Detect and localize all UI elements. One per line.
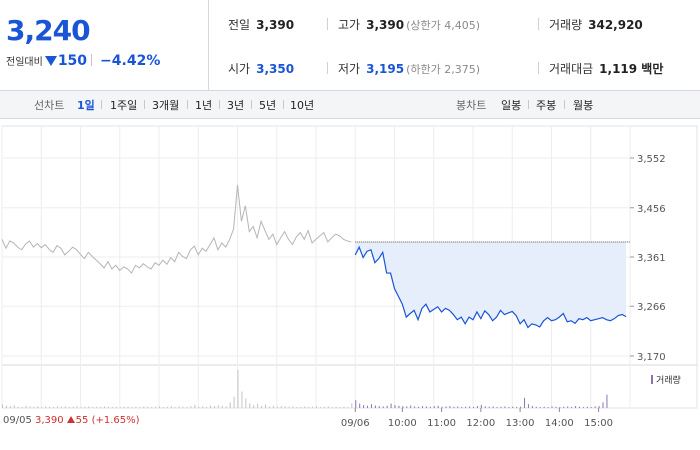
volume-label: 거래량 (549, 18, 583, 32)
x-tick-label: 10:00 (388, 418, 417, 429)
low-item: 저가 3,195 (하한가 2,375) (338, 60, 480, 77)
separator (564, 100, 565, 109)
y-tick-label: 3,456 (637, 204, 666, 215)
tab-10y[interactable]: 10년 (290, 99, 315, 112)
tab-monthly[interactable]: 월봉 (573, 99, 594, 112)
x-tick-label: 13:00 (506, 418, 535, 429)
volume-item: 거래량 342,920 (549, 16, 643, 33)
change-value: 150 (57, 53, 88, 69)
today-series-line (354, 245, 627, 329)
current-price-panel: 3,240 전일대비 150 −4.42% (0, 0, 209, 90)
tab-1d[interactable]: 1일 (77, 99, 95, 112)
x-tick-label: 15:00 (584, 418, 613, 429)
prev-day-close: 3,390 (35, 415, 64, 426)
tab-3m[interactable]: 3개월 (152, 99, 180, 112)
chart-fill (355, 241, 627, 328)
candle-chart-title: 봉차트 (456, 99, 487, 112)
prev-day-series-line (1, 184, 352, 274)
amount-value: 1,119 백만 (599, 62, 664, 76)
lower-limit: (하한가 2,375) (406, 63, 480, 76)
separator (251, 100, 252, 109)
x-tick-label: 12:00 (466, 418, 495, 429)
high-label: 고가 (338, 18, 361, 32)
change-percent: −4.42% (100, 53, 161, 69)
open-label: 시가 (228, 62, 251, 76)
y-tick-label: 3,361 (637, 253, 666, 264)
separator (187, 100, 188, 109)
line-chart-title: 선차트 (34, 99, 65, 112)
prev-day-pct: (+1.65%) (91, 415, 140, 426)
prev-day-info: 09/05 3,390 55 (+1.65%) (3, 415, 140, 426)
quote-header: 3,240 전일대비 150 −4.42% 전일 3,390 고가 3,390 (상한가 … (0, 0, 700, 91)
volume-legend-label: 거래량 (656, 376, 681, 386)
chart-lines (1, 184, 630, 329)
high-item: 고가 3,390 (상한가 4,405) (338, 16, 480, 33)
separator (101, 100, 102, 109)
volume-swatch (651, 375, 653, 384)
prev-day-date: 09/05 (3, 415, 32, 426)
current-price: 3,240 (6, 14, 91, 47)
separator (283, 100, 284, 109)
amount-item: 거래대금 1,119 백만 (549, 60, 663, 77)
volume-legend: 거래량 (651, 373, 681, 386)
separator (219, 100, 220, 109)
open-item: 시가 3,350 (228, 60, 294, 77)
separator (91, 54, 93, 66)
tab-5y[interactable]: 5년 (259, 99, 277, 112)
y-tick-label: 3,552 (637, 154, 666, 165)
x-tick-label: 14:00 (545, 418, 574, 429)
period-tabs: 선차트 1일 1주일 3개월 1년 3년 5년 10년 봉차트 일봉 주봉 월봉 (0, 91, 700, 119)
x-tick-label: 09/06 (341, 418, 370, 429)
upper-limit: (상한가 4,405) (406, 19, 480, 32)
tab-1y[interactable]: 1년 (195, 99, 213, 112)
change-row: 전일대비 150 −4.42% (6, 53, 160, 69)
down-triangle-icon (44, 56, 57, 66)
decline-fill (355, 241, 627, 328)
prev-close-item: 전일 3,390 (228, 16, 294, 33)
tab-weekly[interactable]: 주봉 (536, 99, 557, 112)
separator (327, 62, 328, 74)
amount-label: 거래대금 (549, 62, 594, 76)
y-axis: 3,552 3,456 3,361 3,266 3,170 (630, 154, 666, 363)
separator (144, 100, 145, 109)
y-tick-label: 3,170 (637, 352, 666, 363)
tab-daily[interactable]: 일봉 (501, 99, 522, 112)
prev-day-change: 55 (75, 415, 89, 426)
low-value: 3,195 (366, 62, 405, 76)
low-label: 저가 (338, 62, 361, 76)
separator (538, 62, 539, 74)
up-triangle-icon (66, 416, 75, 423)
volume-bars (2, 370, 608, 408)
x-tick-label: 11:00 (427, 418, 456, 429)
separator (327, 18, 328, 30)
tab-3y[interactable]: 3년 (227, 99, 245, 112)
prev-close-label: 전일 (228, 18, 251, 32)
separator (538, 18, 539, 30)
open-value: 3,350 (256, 62, 295, 76)
high-value: 3,390 (366, 18, 405, 32)
prev-close-value: 3,390 (256, 18, 295, 32)
volume-value: 342,920 (588, 18, 643, 32)
change-label: 전일대비 (6, 57, 43, 68)
tab-1w[interactable]: 1주일 (110, 99, 138, 112)
x-axis: 09/06 10:00 11:00 12:00 13:00 14:00 15:00 (341, 408, 613, 429)
separator (528, 100, 529, 109)
y-tick-label: 3,266 (637, 302, 666, 313)
